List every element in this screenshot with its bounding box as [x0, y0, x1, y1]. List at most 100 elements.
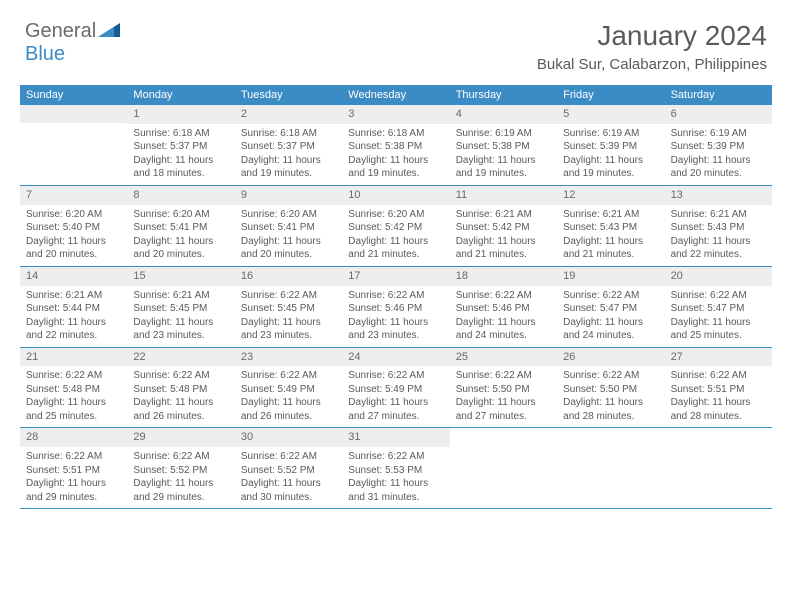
day-number: 7	[20, 186, 127, 205]
day-number: 21	[20, 348, 127, 367]
logo-triangle-icon	[98, 20, 120, 43]
sunrise-line: Sunrise: 6:22 AM	[241, 369, 336, 383]
daylight-line-1: Daylight: 11 hours	[348, 477, 443, 491]
daylight-line-2: and 31 minutes.	[348, 491, 443, 505]
calendar-week: 21Sunrise: 6:22 AMSunset: 5:48 PMDayligh…	[20, 348, 772, 429]
day-cell: 12Sunrise: 6:21 AMSunset: 5:43 PMDayligh…	[557, 186, 664, 266]
day-number: 30	[235, 428, 342, 447]
daylight-line-1: Daylight: 11 hours	[133, 154, 228, 168]
day-cell: 10Sunrise: 6:20 AMSunset: 5:42 PMDayligh…	[342, 186, 449, 266]
daylight-line-2: and 30 minutes.	[241, 491, 336, 505]
daylight-line-1: Daylight: 11 hours	[133, 235, 228, 249]
day-number: 17	[342, 267, 449, 286]
daylight-line-2: and 25 minutes.	[671, 329, 766, 343]
sunset-line: Sunset: 5:39 PM	[563, 140, 658, 154]
day-cell: 26Sunrise: 6:22 AMSunset: 5:50 PMDayligh…	[557, 348, 664, 428]
sunrise-line: Sunrise: 6:21 AM	[26, 289, 121, 303]
daylight-line-1: Daylight: 11 hours	[241, 477, 336, 491]
sunrise-line: Sunrise: 6:21 AM	[133, 289, 228, 303]
day-header: Tuesday	[235, 85, 342, 105]
daylight-line-2: and 29 minutes.	[26, 491, 121, 505]
day-content: Sunrise: 6:22 AMSunset: 5:48 PMDaylight:…	[127, 366, 234, 427]
day-content: Sunrise: 6:22 AMSunset: 5:50 PMDaylight:…	[557, 366, 664, 427]
sunset-line: Sunset: 5:42 PM	[456, 221, 551, 235]
daylight-line-1: Daylight: 11 hours	[671, 154, 766, 168]
sunrise-line: Sunrise: 6:22 AM	[671, 289, 766, 303]
daylight-line-2: and 22 minutes.	[671, 248, 766, 262]
daylight-line-2: and 28 minutes.	[671, 410, 766, 424]
day-cell: 3Sunrise: 6:18 AMSunset: 5:38 PMDaylight…	[342, 105, 449, 185]
day-number: 27	[665, 348, 772, 367]
calendar-week: 1Sunrise: 6:18 AMSunset: 5:37 PMDaylight…	[20, 105, 772, 186]
day-content: Sunrise: 6:19 AMSunset: 5:38 PMDaylight:…	[450, 124, 557, 185]
daylight-line-1: Daylight: 11 hours	[671, 316, 766, 330]
day-content: Sunrise: 6:21 AMSunset: 5:45 PMDaylight:…	[127, 286, 234, 347]
daylight-line-2: and 24 minutes.	[456, 329, 551, 343]
day-content: Sunrise: 6:22 AMSunset: 5:45 PMDaylight:…	[235, 286, 342, 347]
day-content: Sunrise: 6:22 AMSunset: 5:50 PMDaylight:…	[450, 366, 557, 427]
day-cell: 13Sunrise: 6:21 AMSunset: 5:43 PMDayligh…	[665, 186, 772, 266]
sunrise-line: Sunrise: 6:19 AM	[563, 127, 658, 141]
sunset-line: Sunset: 5:47 PM	[671, 302, 766, 316]
header: January 2024 Bukal Sur, Calabarzon, Phil…	[537, 20, 767, 73]
daylight-line-1: Daylight: 11 hours	[563, 396, 658, 410]
daylight-line-2: and 19 minutes.	[563, 167, 658, 181]
daylight-line-1: Daylight: 11 hours	[563, 154, 658, 168]
daylight-line-2: and 27 minutes.	[348, 410, 443, 424]
day-content: Sunrise: 6:22 AMSunset: 5:48 PMDaylight:…	[20, 366, 127, 427]
day-content: Sunrise: 6:22 AMSunset: 5:51 PMDaylight:…	[20, 447, 127, 508]
day-number: 20	[665, 267, 772, 286]
sunset-line: Sunset: 5:49 PM	[241, 383, 336, 397]
day-number: 1	[127, 105, 234, 124]
sunset-line: Sunset: 5:52 PM	[241, 464, 336, 478]
daylight-line-2: and 24 minutes.	[563, 329, 658, 343]
day-cell-empty	[557, 428, 664, 508]
day-number: 10	[342, 186, 449, 205]
day-number: 26	[557, 348, 664, 367]
sunrise-line: Sunrise: 6:21 AM	[456, 208, 551, 222]
daylight-line-2: and 18 minutes.	[133, 167, 228, 181]
day-number: 13	[665, 186, 772, 205]
sunset-line: Sunset: 5:44 PM	[26, 302, 121, 316]
day-number: 5	[557, 105, 664, 124]
day-cell: 15Sunrise: 6:21 AMSunset: 5:45 PMDayligh…	[127, 267, 234, 347]
sunset-line: Sunset: 5:47 PM	[563, 302, 658, 316]
day-cell: 28Sunrise: 6:22 AMSunset: 5:51 PMDayligh…	[20, 428, 127, 508]
sunrise-line: Sunrise: 6:20 AM	[348, 208, 443, 222]
calendar-week: 28Sunrise: 6:22 AMSunset: 5:51 PMDayligh…	[20, 428, 772, 509]
sunset-line: Sunset: 5:52 PM	[133, 464, 228, 478]
sunrise-line: Sunrise: 6:22 AM	[133, 450, 228, 464]
sunset-line: Sunset: 5:38 PM	[456, 140, 551, 154]
day-header: Friday	[557, 85, 664, 105]
logo: General Blue	[25, 20, 120, 66]
day-cell: 6Sunrise: 6:19 AMSunset: 5:39 PMDaylight…	[665, 105, 772, 185]
daylight-line-1: Daylight: 11 hours	[456, 396, 551, 410]
daylight-line-2: and 23 minutes.	[241, 329, 336, 343]
sunset-line: Sunset: 5:43 PM	[671, 221, 766, 235]
daylight-line-2: and 23 minutes.	[133, 329, 228, 343]
day-header: Wednesday	[342, 85, 449, 105]
day-content: Sunrise: 6:20 AMSunset: 5:41 PMDaylight:…	[235, 205, 342, 266]
day-content: Sunrise: 6:21 AMSunset: 5:44 PMDaylight:…	[20, 286, 127, 347]
calendar-weeks: 1Sunrise: 6:18 AMSunset: 5:37 PMDaylight…	[20, 105, 772, 509]
daylight-line-1: Daylight: 11 hours	[456, 316, 551, 330]
sunset-line: Sunset: 5:45 PM	[241, 302, 336, 316]
daylight-line-2: and 21 minutes.	[348, 248, 443, 262]
day-content: Sunrise: 6:18 AMSunset: 5:37 PMDaylight:…	[235, 124, 342, 185]
day-header: Saturday	[665, 85, 772, 105]
sunset-line: Sunset: 5:51 PM	[671, 383, 766, 397]
day-cell: 18Sunrise: 6:22 AMSunset: 5:46 PMDayligh…	[450, 267, 557, 347]
sunset-line: Sunset: 5:50 PM	[456, 383, 551, 397]
day-number: 11	[450, 186, 557, 205]
sunset-line: Sunset: 5:46 PM	[348, 302, 443, 316]
daylight-line-2: and 19 minutes.	[348, 167, 443, 181]
daylight-line-2: and 29 minutes.	[133, 491, 228, 505]
day-number: 18	[450, 267, 557, 286]
sunset-line: Sunset: 5:43 PM	[563, 221, 658, 235]
day-cell: 22Sunrise: 6:22 AMSunset: 5:48 PMDayligh…	[127, 348, 234, 428]
sunset-line: Sunset: 5:46 PM	[456, 302, 551, 316]
location: Bukal Sur, Calabarzon, Philippines	[537, 56, 767, 73]
sunrise-line: Sunrise: 6:22 AM	[348, 450, 443, 464]
daylight-line-2: and 26 minutes.	[133, 410, 228, 424]
daylight-line-2: and 28 minutes.	[563, 410, 658, 424]
